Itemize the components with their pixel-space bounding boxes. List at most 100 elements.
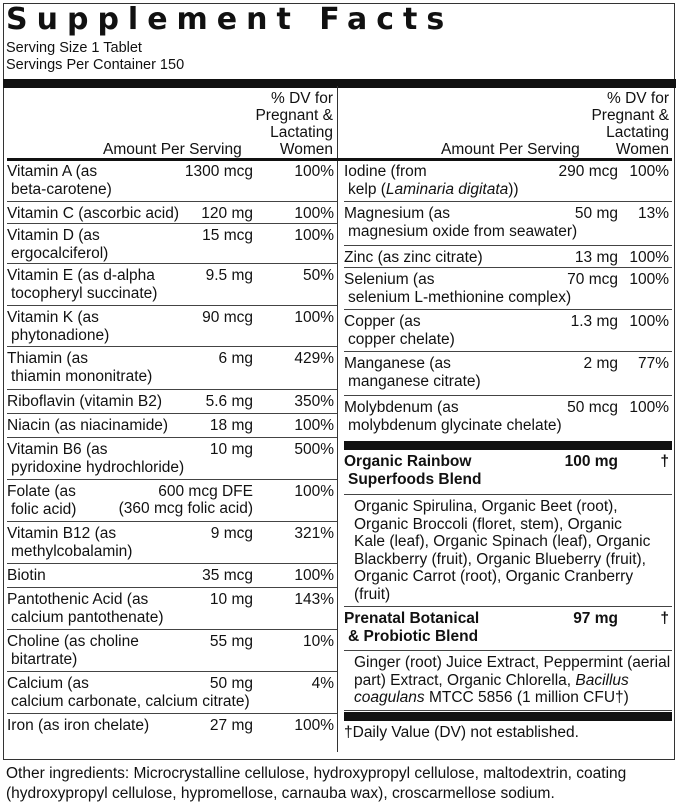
- percent-dv: 100%: [629, 271, 669, 288]
- percent-dv: 13%: [637, 205, 669, 222]
- nutrient-row: Selenium (as selenium L-methionine comple…: [344, 268, 672, 310]
- blend-row: Prenatal Botanical & Probiotic Blend 97 mg…: [344, 607, 672, 651]
- percent-dv: 100%: [294, 205, 334, 222]
- nutrient-name: Molybdenum (as molybdenum glycinate chela…: [344, 399, 672, 434]
- blend-ingredients: Ginger (root) Juice Extract, Peppermint …: [344, 651, 672, 711]
- text-line: magnesium oxide from seawater): [348, 222, 578, 240]
- thick-divider: [3, 79, 676, 88]
- text-line: beta-carotene): [11, 180, 112, 198]
- other-ingredients: Other ingredients: Microcrystalline cell…: [6, 765, 627, 802]
- nutrient-name: Niacin (as niacinamide): [7, 417, 337, 435]
- nutrient-name: Magnesium (as magnesium oxide from seawat…: [344, 205, 672, 240]
- nutrient-row: Magnesium (as magnesium oxide from seawat…: [344, 202, 672, 246]
- text-line: Thiamin (as: [7, 350, 88, 367]
- nutrient-amount: 18 mg: [209, 417, 253, 434]
- percent-dv: 100%: [294, 567, 334, 584]
- nutrient-amount: 5.6 mg: [205, 393, 253, 410]
- text-line: Riboflavin (vitamin B2): [7, 393, 163, 410]
- text-line: methylcobalamin): [11, 542, 133, 560]
- dv-header-line: Pregnant &: [591, 107, 669, 124]
- text-line: Zinc (as zinc citrate): [344, 249, 483, 266]
- nutrient-amount: 50 mcg: [567, 399, 618, 416]
- text-line: bitartrate): [11, 650, 78, 668]
- percent-dv: 143%: [294, 591, 334, 608]
- text-segment: Organic Spirulina, Organic Beet (root),: [354, 498, 618, 515]
- text-line: selenium L-methionine complex): [348, 288, 572, 306]
- footnote: †Daily Value (DV) not established.: [344, 723, 579, 741]
- text-line: manganese citrate): [348, 372, 481, 390]
- nutrient-row: Vitamin A (as beta-carotene) 1300 mcg 100%: [7, 160, 337, 202]
- nutrient-name: Vitamin B6 (as pyridoxine hydrochloride): [7, 441, 337, 476]
- nutrient-row: Vitamin B6 (as pyridoxine hydrochloride) 1…: [7, 438, 337, 480]
- percent-dv: 429%: [294, 350, 334, 367]
- text-segment: (fruit): [354, 585, 391, 603]
- text-line: ergocalciferol): [11, 244, 109, 262]
- amount-header: Amount Per Serving: [441, 141, 580, 158]
- nutrient-amount: 290 mcg: [558, 163, 618, 180]
- nutrient-row: Iron (as iron chelate) 27 mg 100%: [7, 714, 337, 738]
- nutrient-name: Biotin: [7, 567, 337, 585]
- text-line: Organic Broccoli (floret, stem), Organic: [354, 516, 672, 534]
- right-nutrient-list: Iodine (from kelp (Laminaria digitata)) 29…: [344, 160, 672, 741]
- panel-title: Supplement Facts: [6, 2, 454, 37]
- nutrient-name: Folate (as folic acid): [7, 483, 337, 518]
- percent-dv: 4%: [311, 675, 334, 692]
- left-header: Amount Per Serving % DV for Pregnant & L…: [7, 88, 333, 158]
- supplement-facts-panel: [3, 3, 675, 760]
- text-segment: part) Extract, Organic Chlorella,: [354, 671, 576, 689]
- text-line: folic acid): [11, 500, 77, 518]
- text-line: Pantothenic Acid (as: [7, 591, 149, 608]
- column-divider: [337, 86, 338, 752]
- text-segment: coagulans: [354, 689, 425, 706]
- text-line: Iron (as iron chelate): [7, 717, 150, 734]
- nutrient-row: Folate (as folic acid) 600 mcg DFE (360 mcg…: [7, 480, 337, 522]
- text-line: & Probiotic Blend: [348, 627, 479, 645]
- text-line: Folate (as: [7, 483, 76, 500]
- thick-divider: [344, 441, 672, 450]
- text-line: Vitamin C (ascorbic acid): [7, 205, 179, 222]
- text-line: molybdenum glycinate chelate): [348, 416, 562, 434]
- text-line: Organic Rainbow: [344, 453, 472, 470]
- left-nutrient-list: Vitamin A (as beta-carotene) 1300 mcg 100% V…: [7, 160, 337, 738]
- nutrient-row: Choline (as choline bitartrate) 55 mg 10%: [7, 630, 337, 672]
- nutrient-amount: 6 mg: [218, 350, 253, 367]
- nutrient-amount: 13 mg: [574, 249, 618, 266]
- nutrient-name: Organic Rainbow Superfoods Blend: [344, 453, 672, 488]
- percent-dv: 77%: [637, 355, 669, 372]
- dv-header-line: % DV for: [606, 90, 669, 107]
- text-line: Copper (as: [344, 313, 421, 330]
- text-line: Organic Carrot (root), Organic Cranberry: [354, 568, 672, 586]
- nutrient-amount: 600 mcg DFE: [158, 483, 253, 500]
- dv-header: % DV for Pregnant & Lactating Women: [591, 90, 669, 158]
- text-line: Biotin: [7, 567, 46, 584]
- nutrient-amount: 9.5 mg: [205, 267, 253, 284]
- thick-divider: [344, 711, 672, 721]
- dv-header-line: Lactating: [270, 124, 333, 141]
- nutrient-row: Manganese (as manganese citrate) 2 mg 77%: [344, 352, 672, 396]
- text-segment: Organic Broccoli (floret, stem), Organic: [354, 515, 622, 533]
- nutrient-name: Copper (as copper chelate): [344, 313, 672, 348]
- percent-dv: 350%: [294, 393, 334, 410]
- nutrient-amount: 120 mg: [201, 205, 253, 222]
- nutrient-name: Thiamin (as thiamin mononitrate): [7, 350, 337, 385]
- nutrient-name: Choline (as choline bitartrate): [7, 633, 337, 668]
- text-line: Niacin (as niacinamide): [7, 417, 169, 434]
- text-line: tocopheryl succinate): [11, 284, 158, 302]
- text-segment: Bacillus: [575, 671, 629, 689]
- text-line: Vitamin K (as: [7, 309, 99, 326]
- nutrient-amount: 1300 mcg: [184, 163, 253, 180]
- nutrient-amount: 15 mcg: [202, 227, 253, 244]
- nutrient-amount: 100 mg: [564, 453, 618, 470]
- percent-dv: 100%: [294, 417, 334, 434]
- nutrient-name: Calcium (as calcium carbonate, calcium ci…: [7, 675, 337, 710]
- nutrient-row: Vitamin K (as phytonadione) 90 mcg 100%: [7, 306, 337, 347]
- nutrient-name: Zinc (as zinc citrate): [344, 249, 672, 267]
- nutrient-name: Vitamin E (as d-alpha tocopheryl succinat…: [7, 267, 337, 302]
- nutrient-name: Riboflavin (vitamin B2): [7, 393, 337, 411]
- blend-ingredients: Organic Spirulina, Organic Beet (root), O…: [344, 495, 672, 607]
- nutrient-amount: 90 mcg: [202, 309, 253, 326]
- text-line: pyridoxine hydrochloride): [11, 458, 185, 476]
- text-line: Vitamin A (as: [7, 163, 98, 180]
- nutrient-row: Thiamin (as thiamin mononitrate) 6 mg 429%: [7, 347, 337, 390]
- dv-header-line: Lactating: [606, 124, 669, 141]
